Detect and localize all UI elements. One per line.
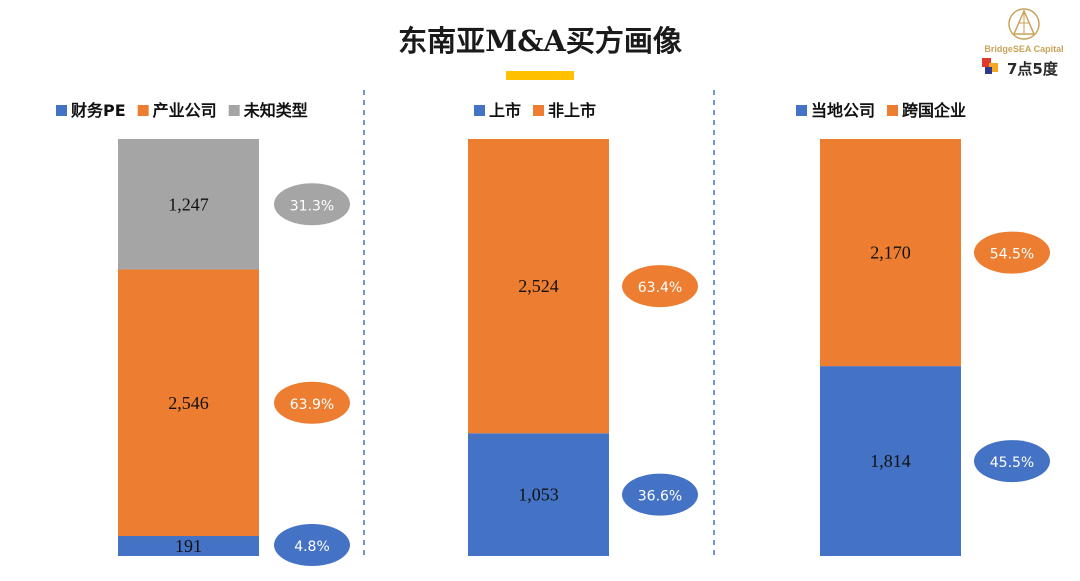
pct-bubble (274, 183, 350, 226)
legend-item: 上市 (474, 101, 521, 120)
legend-swatch (56, 105, 67, 116)
data-label: 1,247 (168, 194, 209, 214)
chart-title: 东南亚M&A买方画像 (398, 24, 682, 58)
divider-lines (363, 90, 715, 560)
bar-segment (118, 536, 259, 556)
logo-text: BridgeSEA Capital (984, 44, 1064, 54)
data-label: 1,814 (870, 451, 911, 471)
legend-label: 上市 (489, 101, 521, 120)
data-label: 2,546 (168, 393, 209, 413)
data-label: 2,524 (518, 276, 559, 296)
chart-buyer-type: 财务PE 产业公司 未知类型 191 4.8% 2,546 63.9% 1,247 31.3% (56, 101, 350, 566)
pct-label: 63.9% (290, 397, 334, 413)
legend-label: 当地公司 (811, 101, 875, 120)
data-label: 1,053 (518, 485, 559, 505)
chart-listing-status: 上市 非上市 1,053 36.6% 2,524 63.4% (468, 101, 698, 556)
bridgesea-logo-icon (1008, 8, 1040, 40)
legend-swatch (474, 105, 485, 116)
legend-swatch (228, 105, 240, 116)
legend-item: 财务PE (56, 101, 126, 120)
chart-origin: 当地公司 跨国企业 1,814 45.5% 2,170 54.5% (796, 101, 1050, 556)
bar-segment (118, 139, 259, 270)
7point5-logo-icon (982, 58, 998, 74)
brand-7point5: 7点5度 (1007, 60, 1058, 78)
legend-item: 当地公司 (796, 101, 875, 120)
bar-segment (118, 269, 259, 537)
legend-swatch (137, 105, 149, 116)
bar-segment (820, 139, 961, 367)
data-label: 2,170 (870, 243, 911, 263)
pct-bubble (274, 381, 350, 424)
bar-segment (468, 433, 609, 556)
pct-bubble (622, 473, 698, 516)
legend-item: 非上市 (533, 101, 596, 120)
pct-bubble (974, 231, 1050, 274)
legend-label: 跨国企业 (902, 101, 966, 120)
legend-label: 非上市 (548, 101, 596, 120)
legend-swatch (796, 105, 807, 116)
pct-label: 36.6% (638, 489, 682, 505)
legend-item: 未知类型 (228, 101, 308, 120)
legend-label: 未知类型 (243, 101, 308, 120)
pct-bubble (622, 265, 698, 308)
pct-bubble (974, 440, 1050, 483)
legend-swatch (533, 105, 545, 116)
pct-label: 63.4% (638, 280, 682, 296)
pct-bubble (274, 524, 350, 566)
legend-label: 财务PE (70, 101, 126, 120)
bar-segment (468, 139, 609, 434)
legend-item: 跨国企业 (887, 101, 966, 120)
pct-label: 4.8% (294, 539, 330, 555)
pct-label: 31.3% (290, 198, 334, 214)
pct-label: 45.5% (990, 455, 1034, 471)
data-label: 191 (175, 536, 202, 556)
pct-label: 54.5% (990, 247, 1034, 263)
legend-label: 产业公司 (153, 101, 217, 120)
bar-segment (820, 366, 961, 556)
legend-swatch (887, 105, 899, 116)
title-underline (506, 71, 574, 80)
legend-item: 产业公司 (137, 101, 217, 120)
